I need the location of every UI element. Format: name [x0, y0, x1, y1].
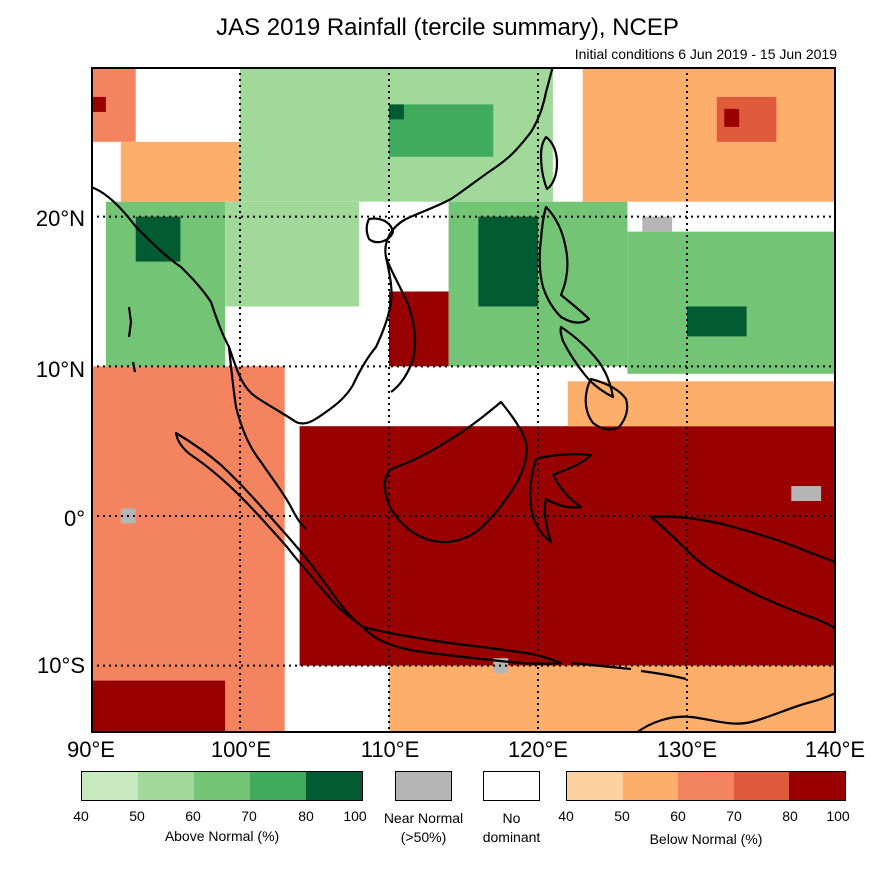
no-dominant-swatch [483, 771, 540, 801]
below-normal-region [567, 381, 836, 427]
below-normal-label: Below Normal (%) [649, 831, 763, 847]
below-tick: 100 [826, 808, 850, 824]
no-dominant-label: No [502, 810, 521, 826]
below-normal-region [91, 680, 226, 733]
above-tick: 100 [343, 808, 367, 824]
above-normal-region [135, 216, 181, 262]
above-normal-region [687, 306, 747, 337]
coastline-vietnam-east [384, 256, 417, 393]
above-tick: 70 [241, 808, 257, 824]
below-normal-region [299, 426, 836, 666]
below-swatch-1 [567, 772, 623, 800]
below-tick: 40 [558, 808, 574, 824]
above-tick: 50 [129, 808, 145, 824]
above-tick: 40 [73, 808, 89, 824]
near-normal-sublabel: (>50%) [400, 829, 447, 845]
above-normal-region [225, 201, 360, 307]
lon-label-130e: 130°E [656, 737, 718, 762]
lon-label-90e: 90°E [67, 737, 115, 762]
below-swatch-3 [678, 772, 734, 800]
lat-label-10s: 10°S [37, 653, 85, 678]
coastline-sulawesi [529, 453, 593, 544]
map-title: JAS 2019 Rainfall (tercile summary), NCE… [216, 14, 679, 41]
lon-label-120e: 120°E [507, 737, 569, 762]
coastline-borneo [383, 400, 528, 544]
coastline-java [361, 625, 563, 665]
tercile-regions [91, 67, 836, 733]
above-normal-region [478, 216, 538, 307]
below-normal-region [91, 96, 106, 112]
near-normal-region [642, 216, 673, 232]
above-tick: 80 [298, 808, 314, 824]
below-normal-region [389, 291, 449, 367]
above-normal-region [389, 104, 494, 157]
lat-label-0: 0° [63, 506, 85, 531]
below-tick: 70 [726, 808, 742, 824]
lon-label-100e: 100°E [210, 737, 272, 762]
map-subtitle: Initial conditions 6 Jun 2019 - 15 Jun 2… [574, 46, 837, 62]
below-normal-region [120, 141, 240, 202]
above-swatch-2 [138, 772, 194, 800]
coastline-hainan [365, 217, 395, 244]
lon-label-110e: 110°E [360, 737, 420, 762]
below-normal-region [724, 108, 740, 127]
above-normal-region [389, 104, 404, 120]
near-normal-label: Near Normal [383, 810, 464, 826]
graticule [91, 67, 836, 733]
above-swatch-5 [306, 772, 362, 800]
below-normal-region [582, 67, 836, 202]
below-swatch-5 [789, 772, 845, 800]
lon-label-140e: 140°E [804, 737, 866, 762]
above-normal-region [627, 231, 836, 374]
coastline-philippines-luzon [538, 205, 591, 324]
map-frame [91, 67, 836, 733]
coastline-mindanao [584, 377, 629, 431]
below-tick: 50 [614, 808, 630, 824]
above-swatch-4 [250, 772, 306, 800]
near-normal-swatch [395, 771, 452, 801]
above-normal-colorbar [81, 771, 363, 801]
below-tick: 60 [670, 808, 686, 824]
coastline-taiwan [539, 135, 559, 191]
lat-label-10n: 10°N [35, 357, 85, 382]
no-dominant-sublabel: dominant [482, 829, 541, 845]
below-swatch-2 [622, 772, 679, 800]
rainfall-map [91, 67, 836, 733]
above-swatch-3 [194, 772, 250, 800]
above-normal-label: Above Normal (%) [164, 828, 280, 844]
above-tick: 60 [185, 808, 201, 824]
coastline-philippines-visayas [559, 325, 615, 399]
below-normal-colorbar [566, 771, 846, 801]
coastline-australia-north [635, 691, 836, 733]
below-tick: 80 [782, 808, 798, 824]
above-swatch-1 [82, 772, 138, 800]
lat-label-20n: 20°N [35, 206, 85, 231]
below-normal-region [91, 366, 285, 733]
below-normal-region [389, 665, 836, 733]
near-normal-region [791, 486, 822, 502]
below-swatch-4 [733, 772, 790, 800]
